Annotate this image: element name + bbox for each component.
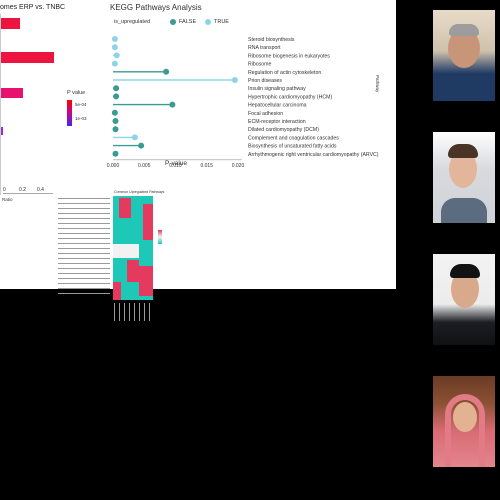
kegg-legend-true: TRUE (214, 19, 229, 25)
heatmap-row-labels (58, 198, 110, 298)
participant-hair (448, 144, 478, 158)
left-tick: 0 (3, 187, 6, 193)
left-axis-label: Ratio (2, 197, 13, 202)
kegg-point (112, 150, 119, 157)
heatmap-cell (139, 266, 153, 296)
kegg-point (112, 126, 119, 133)
kegg-point (111, 109, 118, 116)
left-bar (1, 88, 23, 98)
kegg-pathway-label: Steroid biosynthesis (248, 37, 295, 43)
kegg-pathway-label: Insulin signaling pathway (248, 86, 306, 92)
heatmap-cell (113, 282, 121, 300)
kegg-x-label: P-value (165, 160, 188, 167)
kegg-point (111, 44, 118, 51)
kegg-pathway-label: Dilated cardiomyopathy (DCM) (248, 127, 319, 133)
pvalue-tick: 5e-04 (75, 102, 87, 107)
kegg-lollipop-chart: Steroid biosynthesis RNA transport Ribosom… (107, 36, 379, 169)
pvalue-colorbar (67, 100, 72, 126)
kegg-x-tick: 0.005 (138, 163, 151, 169)
kegg-pathway-label: Biosynthesis of unsaturated fatty acids (248, 144, 337, 150)
kegg-point (113, 85, 120, 92)
kegg-y-label: Pathway (375, 75, 380, 93)
heatmap-cell (119, 198, 131, 218)
kegg-point (111, 36, 118, 42)
heatmap-title: Common Upregulated Pathways (114, 190, 165, 194)
participant-shirt (441, 198, 487, 223)
heatmap-cell (127, 260, 139, 282)
left-tick: 0.4 (37, 187, 44, 193)
pvalue-tick: 1e-03 (75, 116, 87, 121)
participant-video-tile[interactable] (433, 132, 495, 223)
participant-hair (449, 24, 479, 36)
kegg-legend-false: FALSE (179, 19, 197, 25)
kegg-pathway-label: Arrhythmogenic right ventricular cardiom… (248, 152, 379, 158)
shared-screen: omes ERP vs. TNBC 0 0.2 0.4 Ratio P valu… (0, 0, 396, 321)
left-chart-title: omes ERP vs. TNBC (0, 4, 66, 11)
kegg-pathway-label: RNA transport (248, 45, 281, 51)
kegg-x-tick: 0.015 (200, 163, 213, 169)
left-bar (1, 52, 54, 63)
kegg-point (113, 52, 120, 59)
kegg-pathway-label: Hepatocellular carcinoma (248, 103, 307, 109)
kegg-title: KEGG Pathways Analysis (110, 3, 202, 12)
kegg-point (111, 60, 118, 67)
participant-video-tile[interactable] (433, 376, 495, 467)
kegg-pathway-label: Hypertrophic cardiomyopathy (HCM) (248, 94, 332, 100)
participant-video-tile[interactable] (433, 10, 495, 101)
left-bar (1, 18, 20, 29)
heatmap (113, 196, 153, 300)
kegg-point (163, 68, 170, 75)
kegg-point (112, 118, 119, 124)
heatmap-cell (143, 204, 153, 240)
kegg-point (113, 93, 120, 100)
kegg-x-tick: 0.010 (169, 163, 182, 169)
kegg-point (138, 142, 145, 149)
heatmap-colorbar (158, 230, 162, 244)
kegg-pathway-label: Ribosome biogenesis in eukaryotes (248, 53, 330, 59)
left-x-axis (3, 193, 53, 194)
left-tick: 0.2 (19, 187, 26, 193)
pvalue-legend-title: P value (67, 90, 86, 96)
kegg-pathway-label: Ribosome (248, 62, 271, 68)
kegg-x-tick: 0.020 (232, 163, 245, 169)
participant-video-tile[interactable] (433, 254, 495, 345)
kegg-pathway-label: Complement and coagulation cascades (248, 135, 339, 141)
participant-scarf (445, 394, 485, 467)
kegg-pathway-label: ECM-receptor interaction (248, 119, 306, 125)
kegg-x-tick: 0.000 (107, 163, 120, 169)
kegg-legend-label: is_upregulated (114, 19, 151, 25)
kegg-point (231, 77, 238, 83)
kegg-point (169, 101, 176, 108)
kegg-pathway-label: Focal adhesion (248, 111, 283, 117)
participant-hair (450, 264, 480, 278)
kegg-point (131, 134, 138, 141)
kegg-pathway-label: Prion diseases (248, 78, 282, 84)
legend-true-swatch (205, 19, 211, 25)
heatmap-cell (113, 244, 139, 258)
left-bar (1, 127, 3, 135)
legend-false-swatch (170, 19, 176, 25)
left-chart-plot (0, 14, 54, 195)
kegg-pathway-label: Regulation of actin cytoskeleton (248, 70, 321, 76)
